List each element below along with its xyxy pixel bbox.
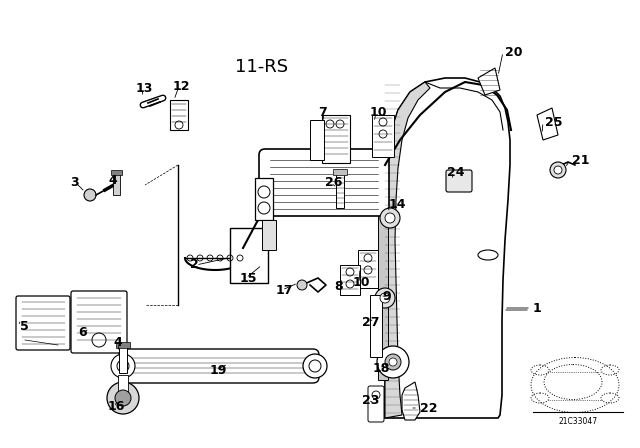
Text: 25: 25: [545, 116, 563, 129]
Circle shape: [377, 346, 409, 378]
Bar: [255, 178, 273, 220]
Circle shape: [303, 354, 327, 378]
Bar: [116, 342, 130, 348]
Circle shape: [297, 280, 307, 290]
Text: 27: 27: [362, 315, 380, 328]
Circle shape: [550, 162, 566, 178]
Polygon shape: [380, 82, 430, 418]
Text: 2: 2: [190, 258, 199, 271]
Text: 24: 24: [447, 165, 465, 178]
Bar: [230, 228, 268, 283]
Bar: [322, 115, 350, 163]
Text: 22: 22: [420, 401, 438, 414]
Text: 21: 21: [572, 154, 589, 167]
FancyBboxPatch shape: [71, 291, 127, 353]
Text: 19: 19: [210, 363, 227, 376]
Text: 14: 14: [389, 198, 406, 211]
Bar: [333, 169, 347, 175]
Text: 10: 10: [370, 107, 387, 120]
FancyBboxPatch shape: [259, 149, 389, 216]
Text: 11-RS: 11-RS: [235, 58, 288, 76]
FancyBboxPatch shape: [368, 386, 384, 422]
Polygon shape: [380, 78, 510, 418]
Circle shape: [107, 382, 139, 414]
Polygon shape: [478, 68, 500, 95]
FancyBboxPatch shape: [119, 349, 319, 383]
Circle shape: [375, 288, 395, 308]
Bar: [119, 345, 127, 373]
Bar: [118, 375, 128, 397]
Text: 9: 9: [382, 290, 390, 303]
Bar: [370, 295, 382, 357]
Circle shape: [115, 390, 131, 406]
Text: 7: 7: [318, 107, 327, 120]
Bar: [378, 200, 388, 380]
Bar: [372, 115, 394, 157]
Circle shape: [111, 354, 135, 378]
Circle shape: [84, 189, 96, 201]
Text: 17: 17: [276, 284, 294, 297]
Text: 3: 3: [70, 177, 79, 190]
Text: 8: 8: [334, 280, 342, 293]
Circle shape: [380, 208, 400, 228]
Text: 18: 18: [373, 362, 390, 375]
Bar: [336, 173, 344, 208]
Bar: [113, 173, 120, 195]
FancyBboxPatch shape: [16, 296, 70, 350]
FancyBboxPatch shape: [446, 170, 472, 192]
Bar: [310, 120, 324, 160]
Polygon shape: [537, 108, 558, 140]
Bar: [340, 265, 360, 295]
Circle shape: [380, 293, 390, 303]
Text: 16: 16: [108, 401, 125, 414]
Text: 5: 5: [20, 319, 29, 332]
Text: 6: 6: [78, 327, 86, 340]
Text: 4: 4: [113, 336, 122, 349]
Circle shape: [389, 358, 397, 366]
Bar: [358, 250, 378, 288]
Text: 1: 1: [533, 302, 541, 314]
Text: 21C33047: 21C33047: [559, 417, 598, 426]
Text: 12: 12: [173, 79, 191, 92]
Text: 23: 23: [362, 393, 380, 406]
Bar: [111, 170, 122, 175]
Bar: [262, 220, 276, 250]
Text: 10: 10: [353, 276, 371, 289]
Text: 15: 15: [240, 271, 257, 284]
Text: 20: 20: [505, 46, 522, 59]
Text: 13: 13: [136, 82, 154, 95]
Text: 4: 4: [108, 173, 116, 186]
Circle shape: [385, 354, 401, 370]
Circle shape: [554, 166, 562, 174]
Bar: [170, 100, 188, 130]
Polygon shape: [402, 382, 420, 420]
Text: 26: 26: [325, 177, 342, 190]
Bar: [232, 230, 266, 281]
Circle shape: [385, 213, 395, 223]
